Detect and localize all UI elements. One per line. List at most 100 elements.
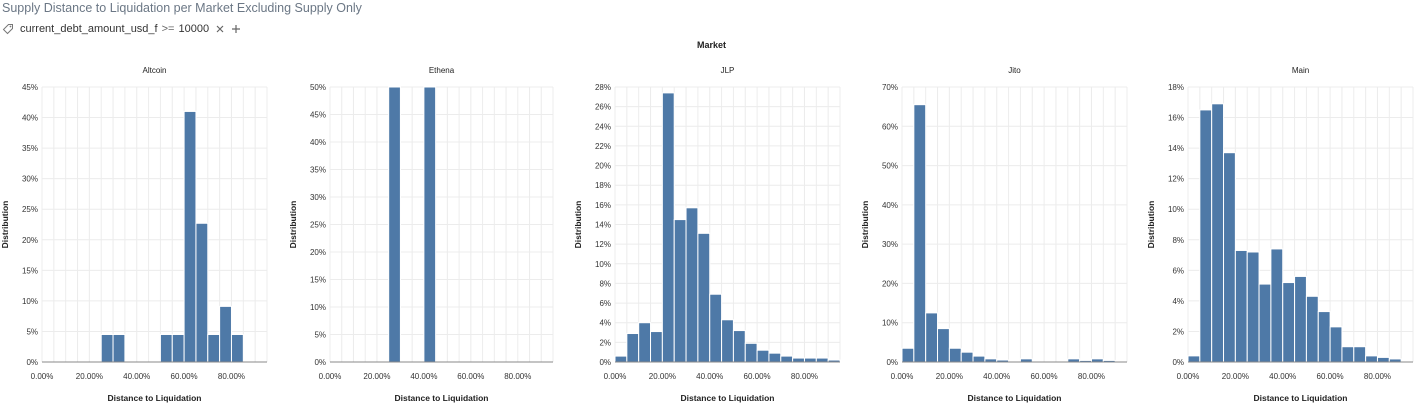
x-axis-title: Distance to Liquidation	[395, 393, 489, 403]
filter-icon[interactable]	[2, 23, 14, 35]
x-tick-label: 20.00%	[1222, 372, 1249, 381]
x-tick-label: 0.00%	[1177, 372, 1200, 381]
y-tick-label: 5%	[26, 327, 38, 336]
histogram-bar	[780, 355, 794, 363]
y-tick-label: 12%	[1168, 175, 1184, 184]
histogram-bar	[815, 357, 829, 363]
y-tick-label: 35%	[22, 144, 38, 153]
histogram-bar	[685, 207, 699, 363]
y-tick-label: 10%	[1168, 205, 1184, 214]
histogram-bar	[1270, 248, 1284, 363]
x-tick-label: 80.00%	[218, 372, 245, 381]
histogram-bar	[207, 334, 221, 363]
histogram-bar	[937, 328, 950, 363]
y-tick-label: 0%	[1172, 358, 1184, 367]
histogram-bar	[1282, 282, 1296, 363]
y-axis-title: Distribution	[0, 201, 10, 249]
histogram-bar	[803, 357, 817, 363]
page-title: Supply Distance to Liquidation per Marke…	[2, 1, 362, 15]
y-tick-label: 20%	[595, 162, 611, 171]
panel-title: Ethena	[429, 66, 455, 75]
y-tick-label: 70%	[882, 83, 898, 92]
histogram-bar	[661, 92, 675, 363]
y-axis-title: Distribution	[860, 201, 870, 249]
y-tick-label: 18%	[1168, 83, 1184, 92]
x-tick-label: 60.00%	[744, 372, 771, 381]
y-tick-label: 5%	[314, 331, 326, 340]
histogram-bar	[1187, 355, 1201, 363]
panel-title: Altcoin	[142, 66, 166, 75]
histogram-bar	[1199, 109, 1213, 363]
x-tick-label: 0.00%	[604, 372, 627, 381]
add-filter-icon[interactable]	[231, 24, 241, 34]
histogram-bar	[626, 333, 640, 363]
histogram-bar	[1376, 356, 1390, 363]
x-tick-label: 80.00%	[504, 372, 531, 381]
histogram-bar	[183, 110, 197, 363]
facet-header: Market	[696, 40, 726, 50]
x-tick-label: 20.00%	[76, 372, 103, 381]
y-tick-label: 35%	[310, 166, 326, 175]
histogram-bar	[638, 322, 652, 363]
y-axis-title: Distribution	[288, 201, 298, 249]
histogram-bar	[171, 334, 185, 363]
histogram-bar	[1211, 103, 1225, 363]
y-tick-label: 30%	[882, 240, 898, 249]
histogram-bar	[1317, 311, 1331, 363]
histogram-bar	[1329, 326, 1343, 363]
y-tick-label: 40%	[882, 201, 898, 210]
y-tick-label: 20%	[22, 236, 38, 245]
y-tick-label: 8%	[599, 279, 611, 288]
histogram-bar	[112, 334, 126, 363]
histogram-bar	[100, 334, 114, 363]
y-tick-label: 12%	[595, 240, 611, 249]
histogram-bar	[423, 86, 437, 363]
histogram-bar	[732, 330, 746, 363]
filter-bar: current_debt_amount_usd_f >= 10000	[2, 21, 241, 37]
histogram-bar	[159, 334, 173, 363]
histogram-bar	[1223, 152, 1236, 363]
panel-title: JLP	[721, 66, 735, 75]
panel-title: Main	[1292, 66, 1309, 75]
histogram-bar	[650, 331, 663, 363]
y-tick-label: 6%	[1172, 266, 1184, 275]
histogram-bar	[1258, 283, 1272, 363]
y-tick-label: 2%	[599, 338, 611, 347]
x-tick-label: 0.00%	[319, 372, 342, 381]
histogram-bar	[1305, 295, 1319, 363]
histogram-bar	[792, 357, 805, 363]
histogram-bar	[1246, 251, 1260, 363]
x-tick-label: 40.00%	[1269, 372, 1296, 381]
y-axis-title: Distribution	[1146, 201, 1156, 249]
y-tick-label: 6%	[599, 299, 611, 308]
histogram-bar	[756, 349, 770, 363]
histogram-bar	[901, 347, 915, 363]
y-axis-title: Distribution	[573, 201, 583, 249]
histogram-bar	[709, 293, 723, 363]
y-tick-label: 0%	[599, 358, 611, 367]
y-tick-label: 14%	[595, 221, 611, 230]
histogram-bar	[230, 334, 244, 363]
y-tick-label: 10%	[882, 319, 898, 328]
x-tick-label: 40.00%	[410, 372, 437, 381]
y-tick-label: 8%	[1172, 236, 1184, 245]
filter-pill[interactable]: current_debt_amount_usd_f >= 10000	[20, 23, 209, 35]
y-tick-label: 4%	[599, 319, 611, 328]
x-tick-label: 60.00%	[171, 372, 198, 381]
x-tick-label: 40.00%	[983, 372, 1010, 381]
y-tick-label: 20%	[310, 248, 326, 257]
y-tick-label: 20%	[882, 279, 898, 288]
y-tick-label: 45%	[310, 111, 326, 120]
y-tick-label: 14%	[1168, 144, 1184, 153]
histogram-bar	[948, 347, 962, 363]
y-tick-label: 25%	[310, 221, 326, 230]
y-tick-label: 30%	[310, 193, 326, 202]
y-tick-label: 10%	[595, 260, 611, 269]
y-tick-label: 40%	[310, 138, 326, 147]
x-tick-label: 0.00%	[31, 372, 54, 381]
x-tick-label: 80.00%	[1364, 372, 1391, 381]
x-tick-label: 60.00%	[1317, 372, 1344, 381]
y-tick-label: 50%	[310, 83, 326, 92]
close-icon[interactable]	[215, 24, 225, 34]
